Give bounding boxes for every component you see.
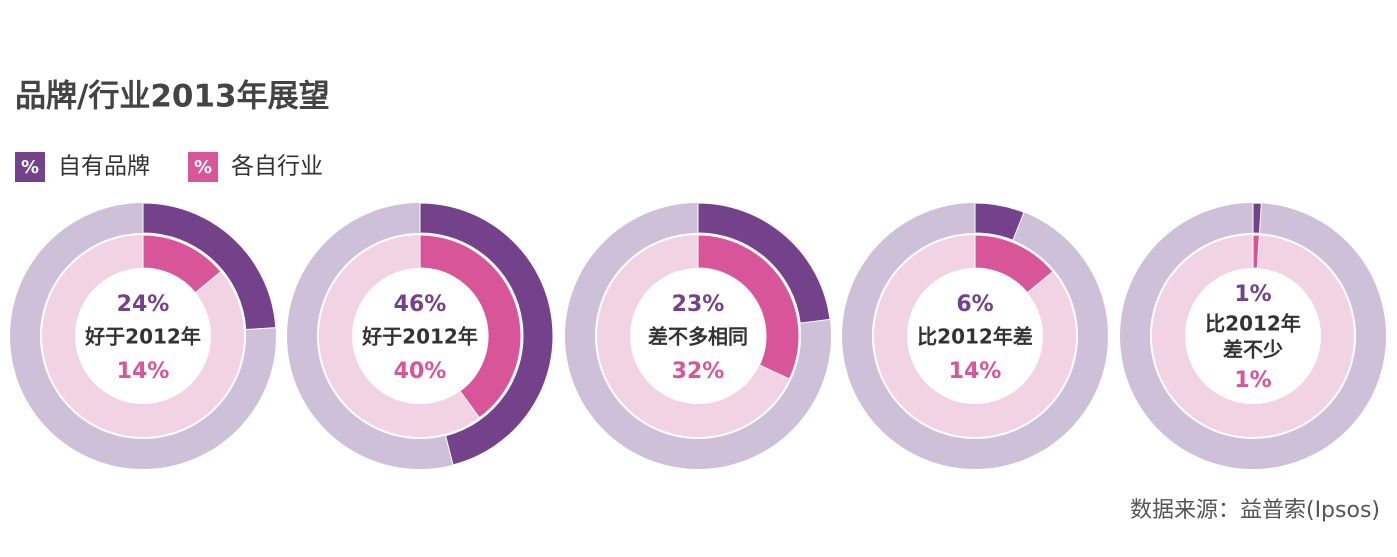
center-label: 好于2012年 bbox=[84, 325, 201, 349]
ring-segment bbox=[974, 234, 1054, 294]
center-label: 差不多相同 bbox=[648, 325, 748, 349]
center-label: 差不少 bbox=[1223, 338, 1283, 362]
ring-divider bbox=[872, 233, 1078, 439]
ring-segment bbox=[697, 234, 800, 380]
ring-divider bbox=[317, 233, 523, 439]
value-label: 23% bbox=[672, 292, 725, 317]
value-label: 46% bbox=[394, 292, 447, 317]
chart-title: 品牌/行业2013年展望 bbox=[15, 79, 330, 115]
legend-label: 各自行业 bbox=[231, 154, 323, 180]
ring-segment bbox=[419, 234, 522, 419]
ring-divider bbox=[1150, 233, 1356, 439]
ring-segment bbox=[419, 202, 554, 466]
ring-segment bbox=[697, 202, 831, 324]
legend-label: 自有品牌 bbox=[58, 154, 150, 180]
ring-segment bbox=[142, 234, 222, 294]
value-label: 14% bbox=[117, 359, 170, 384]
value-label: 40% bbox=[394, 359, 447, 384]
legend-symbol: % bbox=[194, 157, 212, 178]
ring-segment bbox=[142, 202, 277, 331]
value-label: 1% bbox=[1234, 368, 1271, 393]
ring-divider bbox=[40, 233, 246, 439]
value-label: 24% bbox=[117, 292, 170, 317]
legend-symbol: % bbox=[21, 157, 39, 178]
ring-segment bbox=[1252, 202, 1262, 234]
value-label: 1% bbox=[1234, 282, 1271, 307]
legend-swatch bbox=[15, 152, 45, 182]
ring-segment bbox=[974, 202, 1025, 241]
ring-track bbox=[1152, 235, 1354, 437]
center-label: 好于2012年 bbox=[361, 325, 478, 349]
ring-divider bbox=[595, 233, 801, 439]
legend-swatch bbox=[188, 152, 218, 182]
value-label: 32% bbox=[672, 359, 725, 384]
source-note: 数据来源：益普索(Ipsos) bbox=[1130, 498, 1380, 523]
value-label: 6% bbox=[956, 292, 993, 317]
center-label: 比2012年 bbox=[1205, 312, 1301, 336]
center-label: 比2012年差 bbox=[917, 325, 1033, 349]
value-label: 14% bbox=[949, 359, 1002, 384]
ring-segment bbox=[1252, 234, 1260, 269]
